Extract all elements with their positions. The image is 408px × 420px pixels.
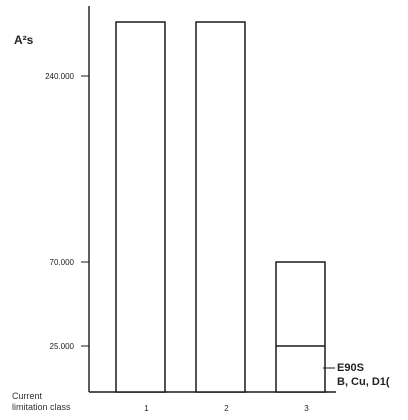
y-ticks: 25.000 70.000 240.000 [45,72,89,351]
x-tick-labels: 1 2 3 [144,404,309,413]
bar-3 [275,261,326,393]
y-tick-label: 25.000 [50,342,75,351]
y-tick-label: 240.000 [45,72,74,81]
x-tick-label: 3 [304,404,309,413]
y-unit-label: A²s [14,33,34,47]
x-label-line: Current [12,391,43,401]
x-label-line: limitation class [12,402,71,412]
annotation-group: E90S B, Cu, D1( [276,345,390,388]
x-axis-label: Current limitation class [12,391,71,412]
annotation-label: E90S [337,362,364,374]
bar-1 [115,21,166,393]
y-tick-label: 70.000 [50,258,75,267]
x-tick-label: 2 [224,404,229,413]
x-tick-label: 1 [144,404,149,413]
bar-series [115,21,326,393]
bar-2 [195,21,246,393]
annotation-label: B, Cu, D1( [337,376,390,388]
